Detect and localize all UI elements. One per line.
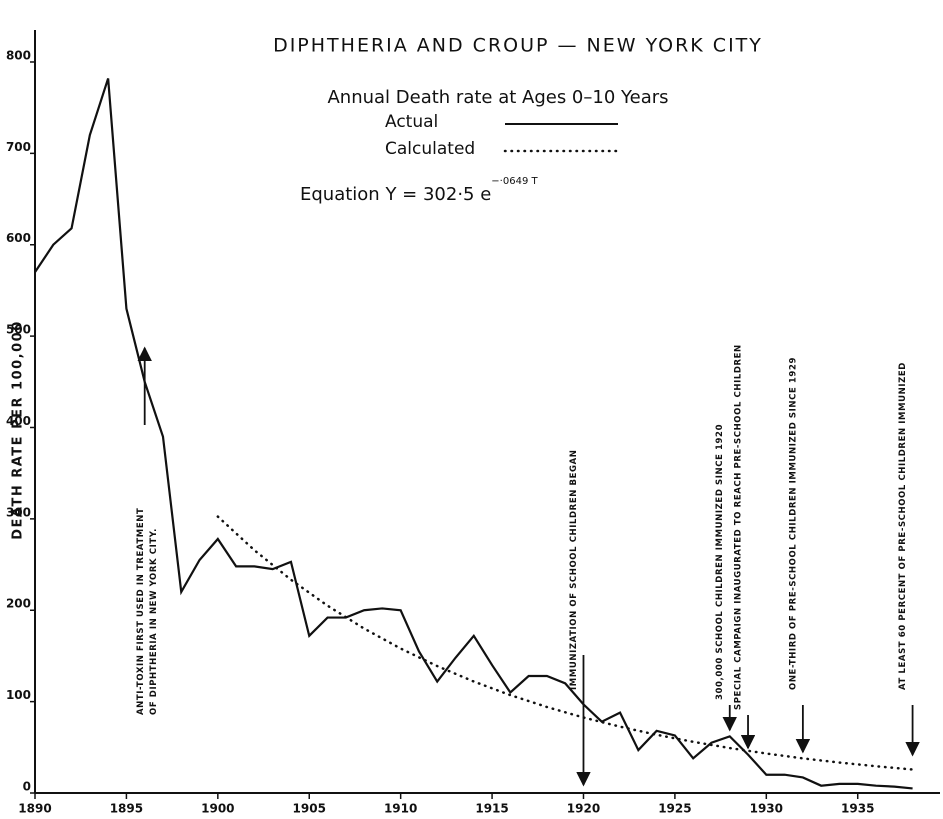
x-tick-label: 1935	[841, 802, 874, 816]
y-tick-label: 500	[6, 323, 31, 337]
chart-title: DIPHTHERIA AND CROUP — NEW YORK CITY	[273, 35, 763, 57]
chart-subtitle: Annual Death rate at Ages 0–10 Years	[327, 87, 668, 108]
annotation-text: AT LEAST 60 PERCENT OF PRE-SCHOOL CHILDR…	[898, 362, 908, 690]
annotation-text: 300,000 SCHOOL CHILDREN IMMUNIZED SINCE …	[715, 424, 725, 700]
y-tick-label: 800	[6, 48, 31, 62]
y-tick-label: 600	[6, 231, 31, 245]
annotation-text: IMMUNIZATION OF SCHOOL CHILDREN BEGAN	[569, 450, 579, 690]
x-tick-label: 1890	[18, 802, 51, 816]
y-tick-label: 100	[6, 688, 31, 702]
x-tick-label: 1900	[201, 802, 234, 816]
annotation-text: ANTI-TOXIN FIRST USED IN TREATMENT	[136, 508, 146, 715]
y-tick-label: 400	[6, 414, 31, 428]
annotation-text: SPECIAL CAMPAIGN INAUGURATED TO REACH PR…	[734, 344, 744, 710]
x-tick-label: 1930	[750, 802, 783, 816]
y-tick-label: 200	[6, 597, 31, 611]
equation-exponent: −·0649 T	[491, 176, 538, 187]
x-tick-label: 1895	[110, 802, 143, 816]
equation: Equation Y = 302·5 e−·0649 T	[300, 176, 538, 205]
x-tick-label: 1905	[293, 802, 326, 816]
x-tick-label: 1925	[658, 802, 691, 816]
series-line	[34, 78, 913, 790]
y-tick-label: 0	[23, 780, 31, 794]
legend-label: Calculated	[385, 139, 475, 159]
x-tick-label: 1915	[475, 802, 508, 816]
y-tick-label: 300	[6, 505, 31, 519]
equation-text: Equation Y = 302·5 e	[300, 184, 491, 205]
y-axis-label: DEATH RATE PER 100,000	[11, 320, 26, 540]
series-line	[216, 515, 914, 771]
x-tick-label: 1920	[567, 802, 600, 816]
y-tick-label: 700	[6, 140, 31, 154]
annotation-text: OF DIPHTHERIA IN NEW YORK CITY.	[149, 528, 159, 715]
legend-label: Actual	[385, 112, 438, 132]
annotation-text: ONE-THIRD OF PRE-SCHOOL CHILDREN IMMUNIZ…	[788, 357, 798, 690]
x-tick-label: 1910	[384, 802, 417, 816]
